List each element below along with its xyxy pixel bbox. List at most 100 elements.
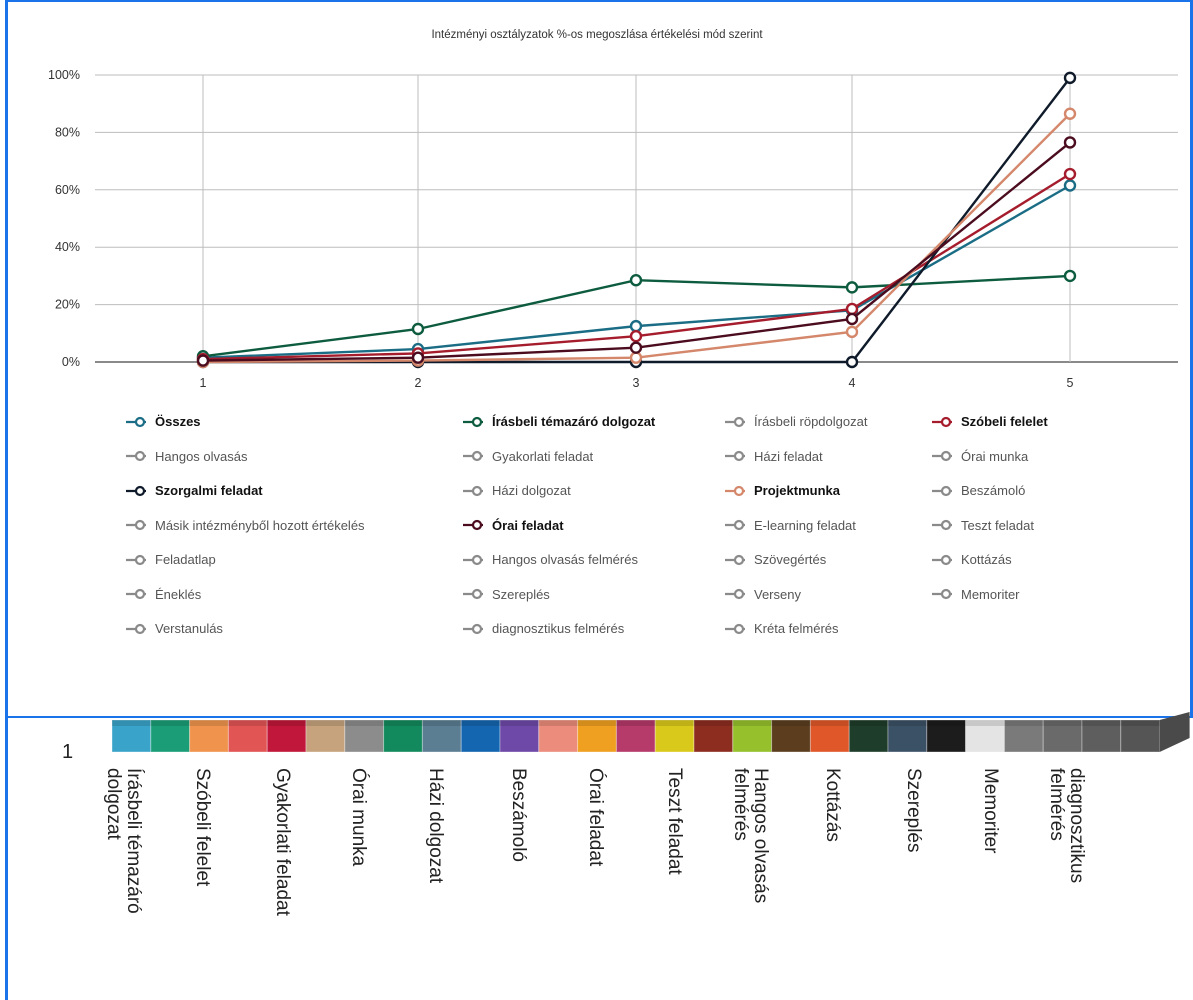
y-tick-label: 80% bbox=[55, 125, 80, 139]
legend-swatch-icon bbox=[126, 416, 146, 427]
legend-swatch-icon bbox=[932, 554, 952, 565]
legend-swatch-icon bbox=[463, 450, 483, 462]
legend-item[interactable]: Memoriter bbox=[931, 587, 1020, 602]
data-point bbox=[1063, 269, 1077, 283]
bar-segment bbox=[227, 719, 268, 753]
bar-segment-shade bbox=[926, 720, 966, 726]
legend-item[interactable]: Kottázás bbox=[931, 552, 1012, 567]
data-point bbox=[1063, 179, 1077, 192]
legend-label: Órai feladat bbox=[492, 517, 564, 533]
x-tick-label: 3 bbox=[633, 376, 640, 390]
legend-item[interactable]: Szóbeli felelet bbox=[931, 414, 1048, 429]
legend-label: Kottázás bbox=[961, 552, 1012, 567]
legend-swatch-icon bbox=[126, 450, 146, 462]
legend-item[interactable]: Házi feladat bbox=[724, 449, 823, 464]
legend-item[interactable]: Összes bbox=[125, 414, 201, 429]
bar-segment-shade bbox=[849, 720, 888, 726]
bar-segment-shade bbox=[189, 720, 229, 726]
legend-item[interactable]: E-learning feladat bbox=[724, 518, 856, 533]
category-label: Írásbeli témazáró dolgozat bbox=[103, 768, 144, 914]
bar-segment-shade bbox=[383, 720, 423, 726]
legend-item[interactable]: Szorgalmi feladat bbox=[125, 483, 263, 498]
bar-segment-shade bbox=[228, 720, 268, 726]
legend-item[interactable]: Verstanulás bbox=[125, 621, 223, 636]
legend-label: Memoriter bbox=[961, 586, 1020, 602]
bar-segment-shade bbox=[1043, 720, 1082, 726]
legend-swatch-icon bbox=[725, 588, 745, 600]
legend-item[interactable]: Másik intézményből hozott értékelés bbox=[125, 518, 365, 533]
legend-item[interactable]: Beszámoló bbox=[931, 483, 1025, 498]
y-tick-label: 100% bbox=[48, 68, 80, 82]
legend-item[interactable]: Projektmunka bbox=[724, 483, 840, 498]
legend-item[interactable]: Szereplés bbox=[462, 587, 550, 602]
legend-item[interactable]: Írásbeli témazáró dolgozat bbox=[462, 414, 655, 429]
data-point bbox=[411, 322, 425, 336]
data-point bbox=[845, 312, 859, 326]
legend-item[interactable]: Órai munka bbox=[931, 449, 1028, 464]
legend-item[interactable]: diagnosztikus felmérés bbox=[462, 621, 624, 636]
data-point bbox=[1063, 136, 1077, 149]
legend-item[interactable]: Gyakorlati feladat bbox=[462, 449, 593, 464]
bar-segment bbox=[848, 719, 889, 753]
legend-label: Szövegértés bbox=[754, 552, 827, 567]
category-label: Beszámoló bbox=[508, 768, 529, 862]
bar-segment-shade bbox=[538, 720, 578, 726]
data-point bbox=[845, 325, 859, 339]
legend-label: Projektmunka bbox=[754, 483, 840, 498]
legend-swatch-icon bbox=[725, 450, 745, 462]
category-label: Memoriter bbox=[980, 768, 1001, 854]
bar-segment bbox=[460, 719, 501, 753]
legend-label: Másik intézményből hozott értékelés bbox=[155, 517, 365, 533]
bar-segment bbox=[577, 719, 617, 753]
category-label: Kottázás bbox=[822, 768, 843, 842]
bar-segment bbox=[926, 719, 967, 753]
bar-segment bbox=[615, 719, 656, 753]
x-tick-label: 5 bbox=[1067, 376, 1074, 390]
bar-segment bbox=[732, 719, 773, 753]
legend-item[interactable]: Verseny bbox=[724, 587, 801, 602]
legend-swatch-icon bbox=[463, 588, 483, 600]
legend-label: Szereplés bbox=[492, 586, 550, 602]
legend-label: Összes bbox=[155, 414, 201, 429]
bar-segment-shade bbox=[1004, 720, 1044, 726]
legend-label: Szorgalmi feladat bbox=[155, 483, 263, 498]
legend-item[interactable]: Teszt feladat bbox=[931, 518, 1034, 533]
category-label: diagnosztikus felmérés bbox=[1046, 768, 1087, 884]
legend-label: Beszámoló bbox=[961, 483, 1026, 498]
bar-segment-shade bbox=[694, 720, 733, 726]
bar-segment-shade bbox=[267, 720, 306, 726]
legend-item[interactable]: Házi dolgozat bbox=[462, 483, 571, 498]
bar-segment bbox=[887, 719, 928, 753]
legend-label: Írásbeli röpdolgozat bbox=[754, 414, 868, 429]
legend-item[interactable]: Órai feladat bbox=[462, 518, 564, 533]
bar-segment-shade bbox=[965, 720, 1005, 726]
data-point bbox=[845, 355, 859, 369]
bar-axis-value: 1 bbox=[62, 741, 73, 763]
legend-item[interactable]: Kréta felmérés bbox=[724, 621, 839, 636]
legend-item[interactable]: Szövegértés bbox=[724, 552, 826, 567]
data-point bbox=[629, 319, 643, 333]
frame-border-divider bbox=[5, 716, 1193, 718]
legend-item[interactable]: Hangos olvasás felmérés bbox=[462, 552, 638, 567]
legend-item[interactable]: Írásbeli röpdolgozat bbox=[724, 414, 867, 429]
legend-item[interactable]: Feladatlap bbox=[125, 552, 216, 567]
bar-segment bbox=[1120, 719, 1161, 753]
frame-border-left bbox=[5, 0, 8, 1000]
legend-item[interactable]: Éneklés bbox=[125, 587, 201, 602]
bar-3d-cap bbox=[1159, 712, 1190, 752]
data-point bbox=[196, 354, 210, 367]
bar-segment bbox=[111, 719, 152, 753]
legend-label: Gyakorlati feladat bbox=[492, 448, 594, 464]
bar-segment bbox=[383, 719, 423, 753]
legend-swatch-icon bbox=[725, 519, 745, 531]
legend-label: Órai munka bbox=[961, 448, 1029, 464]
bar-segment bbox=[538, 719, 579, 753]
legend-label: Írásbeli témazáró dolgozat bbox=[492, 414, 656, 429]
legend-item[interactable]: Hangos olvasás bbox=[125, 449, 248, 464]
category-label: Teszt feladat bbox=[664, 768, 685, 875]
bar-segment-shade bbox=[461, 720, 500, 726]
category-label: Gyakorlati feladat bbox=[272, 768, 293, 916]
legend-label: Szóbeli felelet bbox=[961, 414, 1048, 429]
bar-segment bbox=[771, 719, 811, 753]
legend-label: Hangos olvasás bbox=[155, 448, 248, 464]
